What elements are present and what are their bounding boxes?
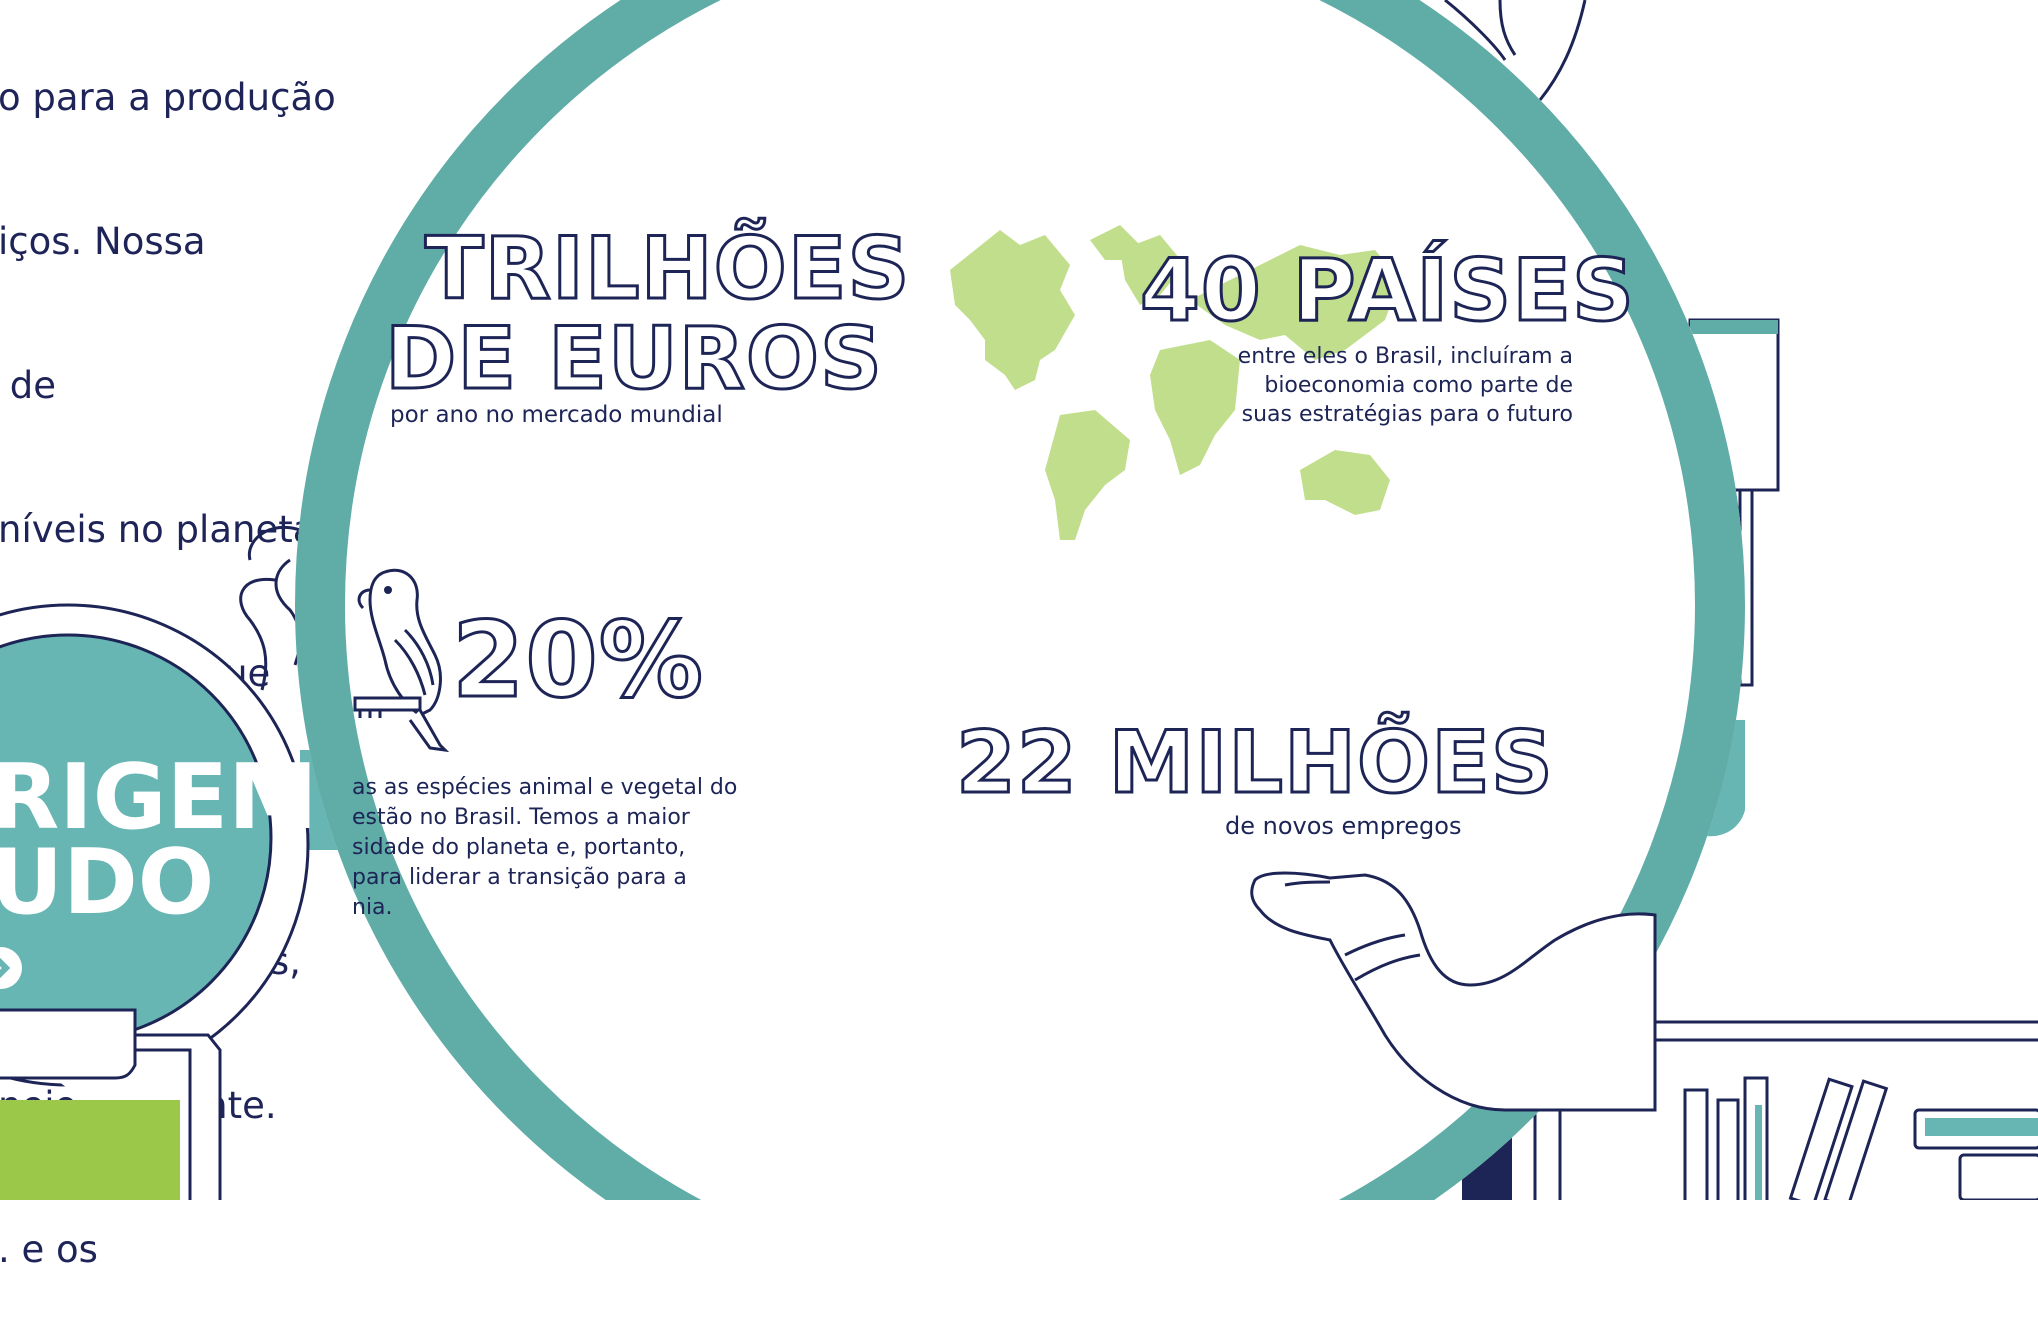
stat-paises-headline: 40 PAÍSES — [1139, 241, 1636, 341]
background-line: iços. Nossa — [0, 220, 206, 263]
stat-empregos-caption: de novos empregos — [1225, 812, 1462, 840]
world-map-icon — [950, 225, 1400, 540]
stat-euros-headline1: TRILHÕES — [423, 219, 911, 319]
caption-line: para liderar a transição para a — [352, 865, 687, 890]
caption-line: sidade do planeta e, portanto, — [352, 835, 686, 860]
main-circle — [295, 0, 1745, 1200]
caption-line: suas estratégias para o futuro — [1241, 402, 1573, 427]
caption-line: entre eles o Brasil, incluíram a — [1237, 344, 1573, 369]
stat-empregos-headline: 22 MILHÕES — [955, 713, 1555, 813]
background-line: o para a produção — [0, 76, 336, 119]
hand-icon — [1250, 871, 1657, 1112]
background-line: de — [0, 364, 57, 407]
background-illustration — [0, 0, 2038, 1200]
badge-title-line1: RIGEM — [0, 745, 318, 850]
stat-euros-headline2: DE EUROS — [384, 309, 884, 409]
background-line: . e os — [0, 1228, 98, 1271]
stat-paises-caption: entre eles o Brasil, incluíram a bioecon… — [1140, 342, 1573, 429]
caption-line: as as espécies animal e vegetal do — [352, 775, 738, 800]
caption-line: estão no Brasil. Temos a maior — [352, 805, 690, 830]
caption-line: nia. — [352, 895, 393, 920]
stat-percent-caption: as as espécies animal e vegetal do estão… — [352, 773, 737, 923]
chevron-right-icon[interactable] — [0, 945, 42, 991]
parrot-icon — [353, 568, 450, 753]
caption-line: bioeconomia como parte de — [1264, 373, 1573, 398]
stat-percent-headline: 20% — [451, 599, 705, 721]
badge-title-line2: UDO — [0, 830, 215, 935]
stat-euros-caption: por ano no mercado mundial — [390, 402, 723, 428]
